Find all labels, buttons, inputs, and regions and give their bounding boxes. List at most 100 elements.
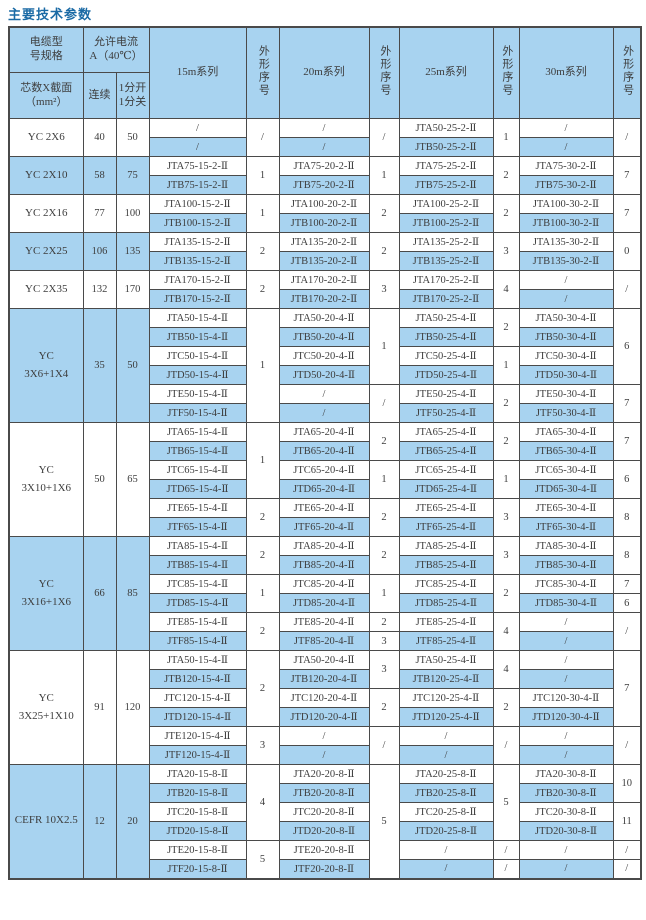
outline-no-25m-cell: 4 [492,270,520,309]
outline-no-30m-cell: 7 [612,156,642,195]
outline-no-20m-cell: 1 [368,156,400,195]
header-current: 允许电流 A（40℃） [82,26,150,73]
model-line: 3X25+1X10 [18,709,74,722]
series-15m-cell: JTA100-15-2-Ⅱ [148,194,247,214]
outline-no-20m-cell: 5 [368,764,400,879]
series-20m-cell: JTA100-20-2-Ⅱ [278,194,370,214]
series-30m-cell: JTB65-30-4-Ⅱ [518,441,614,461]
series-25m-cell: JTB75-25-2-Ⅱ [398,175,494,195]
series-15m-cell: JTF20-15-8-Ⅱ [148,859,247,879]
series-30m-cell: JTA100-30-2-Ⅱ [518,194,614,214]
outline-no-25m-cell: / [492,859,520,879]
series-30m-cell: JTD50-30-4-Ⅱ [518,365,614,385]
current-continuous-cell: 40 [82,118,117,157]
outline-no-20m-cell: / [368,384,400,423]
outline-no-15m-cell: 2 [245,270,280,309]
series-30m-cell: / [518,118,614,138]
table-row: JTC85-15-4-Ⅱ 1 JTC85-20-4-Ⅱ 1 JTC85-25-4-Ⅱ 2 J… [9,574,642,613]
series-15m-cell: JTA85-15-4-Ⅱ [148,536,247,556]
outline-no-20m-cell: 2 [368,612,400,632]
series-30m-cell: / [518,840,614,860]
series-20m-cell: JTB75-20-2-Ⅱ [278,175,370,195]
outline-no-15m-cell: 1 [245,308,280,423]
current-continuous-cell: 77 [82,194,117,233]
table-row: YC 3X6+1X4 35 50 JTA50-15-4-Ⅱ 1 JTA50-20-4-Ⅱ 1 J… [8,308,642,423]
series-15m-cell: JTF50-15-4-Ⅱ [148,403,247,423]
series-20m-cell: / [278,137,370,157]
series-25m-cell: JTB65-25-4-Ⅱ [398,441,494,461]
outline-no-25m-cell: 4 [492,650,520,689]
series-25m-cell: JTF85-25-4-Ⅱ [398,631,494,651]
series-20m-cell: / [278,726,370,746]
series-25m-cell: JTD50-25-4-Ⅱ [398,365,494,385]
series-20m-cell: JTC120-20-4-Ⅱ [278,688,370,708]
series-20m-cell: JTC50-20-4-Ⅱ [278,346,370,366]
series-25m-cell: JTF65-25-4-Ⅱ [398,517,494,537]
series-20m-cell: JTD50-20-4-Ⅱ [278,365,370,385]
outline-no-25m-cell: 2 [492,194,520,233]
current-continuous-cell: 132 [82,270,117,309]
series-30m-cell: JTB20-30-8-Ⅱ [518,783,614,803]
model-line: YC [38,691,54,704]
series-25m-cell: JTE65-25-4-Ⅱ [398,498,494,518]
table-row: JTB20-15-8-Ⅱ JTB20-20-8-Ⅱ JTB20-25-8-Ⅱ JTB2… [9,783,641,803]
outline-no-20m-cell: 2 [368,194,400,233]
series-25m-cell: JTB170-25-2-Ⅱ [398,289,494,309]
series-15m-cell: JTB100-15-2-Ⅱ [148,213,247,233]
series-25m-cell: JTB135-25-2-Ⅱ [398,251,494,271]
outline-no-30m-cell: 6 [612,593,642,613]
series-15m-cell: JTF65-15-4-Ⅱ [148,517,247,537]
outline-no-20m-cell: 2 [368,688,400,727]
table-row: JTB65-15-4-Ⅱ JTB65-20-4-Ⅱ JTB65-25-4-Ⅱ JTB6… [9,441,641,461]
series-30m-cell: / [518,745,614,765]
series-20m-cell: JTB170-20-2-Ⅱ [278,289,370,309]
series-30m-cell: JTB135-30-2-Ⅱ [518,251,614,271]
outline-no-20m-cell: 3 [368,650,400,689]
series-25m-cell: JTA65-25-4-Ⅱ [398,422,494,442]
table-body: YC 2X6 40 50// / / JTA50-25-2-Ⅱ 1// / / JTB50-25-… [8,118,642,879]
table-row: JTC120-15-4-Ⅱ JTC120-20-4-Ⅱ 2 JTC120-25-4-Ⅱ… [9,688,641,727]
current-intermittent-cell: 75 [115,156,150,195]
series-20m-cell: JTB50-20-4-Ⅱ [278,327,370,347]
model-line: YC 2X25 [25,244,68,257]
table-row: YC 2X35 132 170 JTA170-15-2-Ⅱ 2 JTA170-20-2-Ⅱ… [8,270,642,309]
series-30m-cell: JTD85-30-4-Ⅱ [518,593,614,613]
outline-no-20m-cell: 3 [368,270,400,309]
table-row: JTD20-15-8-Ⅱ JTD20-20-8-Ⅱ JTD20-25-8-Ⅱ JTD2… [9,821,641,841]
current-continuous-cell: 35 [82,308,117,423]
series-30m-cell: JTB50-30-4-Ⅱ [518,327,614,347]
series-30m-cell: JTA75-30-2-Ⅱ [518,156,614,176]
series-25m-cell: JTA50-25-2-Ⅱ [398,118,494,138]
table-row: YC 3X25+1X10 91 120 JTA50-15-4-Ⅱ 2 JTA50-20-4-… [8,650,642,765]
series-15m-cell: JTC20-15-8-Ⅱ [148,802,247,822]
outline-no-30m-cell: 8 [612,498,642,537]
table-row: JTC50-15-4-Ⅱ JTC50-20-4-Ⅱ JTC50-25-4-Ⅱ 1 JTC… [9,346,641,385]
model-cell: YC 3X16+1X6 [8,536,84,651]
table-row: JTB50-15-4-Ⅱ JTB50-20-4-Ⅱ JTB50-25-4-Ⅱ JTB5… [9,327,641,347]
series-30m-cell: / [518,650,614,670]
series-15m-cell: JTD20-15-8-Ⅱ [148,821,247,841]
series-15m-cell: JTD65-15-4-Ⅱ [148,479,247,499]
series-25m-cell: JTA50-25-4-Ⅱ [398,650,494,670]
series-20m-cell: JTA50-20-4-Ⅱ [278,650,370,670]
outline-no-25m-cell: 2 [492,384,520,423]
series-15m-cell: JTE120-15-4-Ⅱ [148,726,247,746]
series-30m-cell: / [518,612,614,632]
model-line: 3X10+1X6 [21,481,72,494]
series-15m-cell: JTE85-15-4-Ⅱ [148,612,247,632]
series-20m-cell: JTA50-20-4-Ⅱ [278,308,370,328]
series-30m-cell: JTC50-30-4-Ⅱ [518,346,614,366]
series-15m-cell: / [148,118,247,138]
model-cell: CEFR 10X2.5 [8,764,84,879]
outline-no-20m-cell: 2 [368,536,400,575]
series-30m-cell: JTA85-30-4-Ⅱ [518,536,614,556]
table-row: JTB100-15-2-Ⅱ JTB100-20-2-Ⅱ JTB100-25-2-Ⅱ J… [9,213,641,233]
series-15m-cell: JTA20-15-8-Ⅱ [148,764,247,784]
outline-no-30m-cell: / [612,859,642,879]
header-series-20m: 20m系列 [278,26,370,119]
series-20m-cell: JTB120-20-4-Ⅱ [278,669,370,689]
series-25m-cell: JTD120-25-4-Ⅱ [398,707,494,727]
outline-no-20m-cell: 1 [368,308,400,385]
table-row: JTC20-15-8-Ⅱ JTC20-20-8-Ⅱ JTC20-25-8-Ⅱ JTC2… [9,802,642,841]
series-25m-cell: JTB50-25-2-Ⅱ [398,137,494,157]
